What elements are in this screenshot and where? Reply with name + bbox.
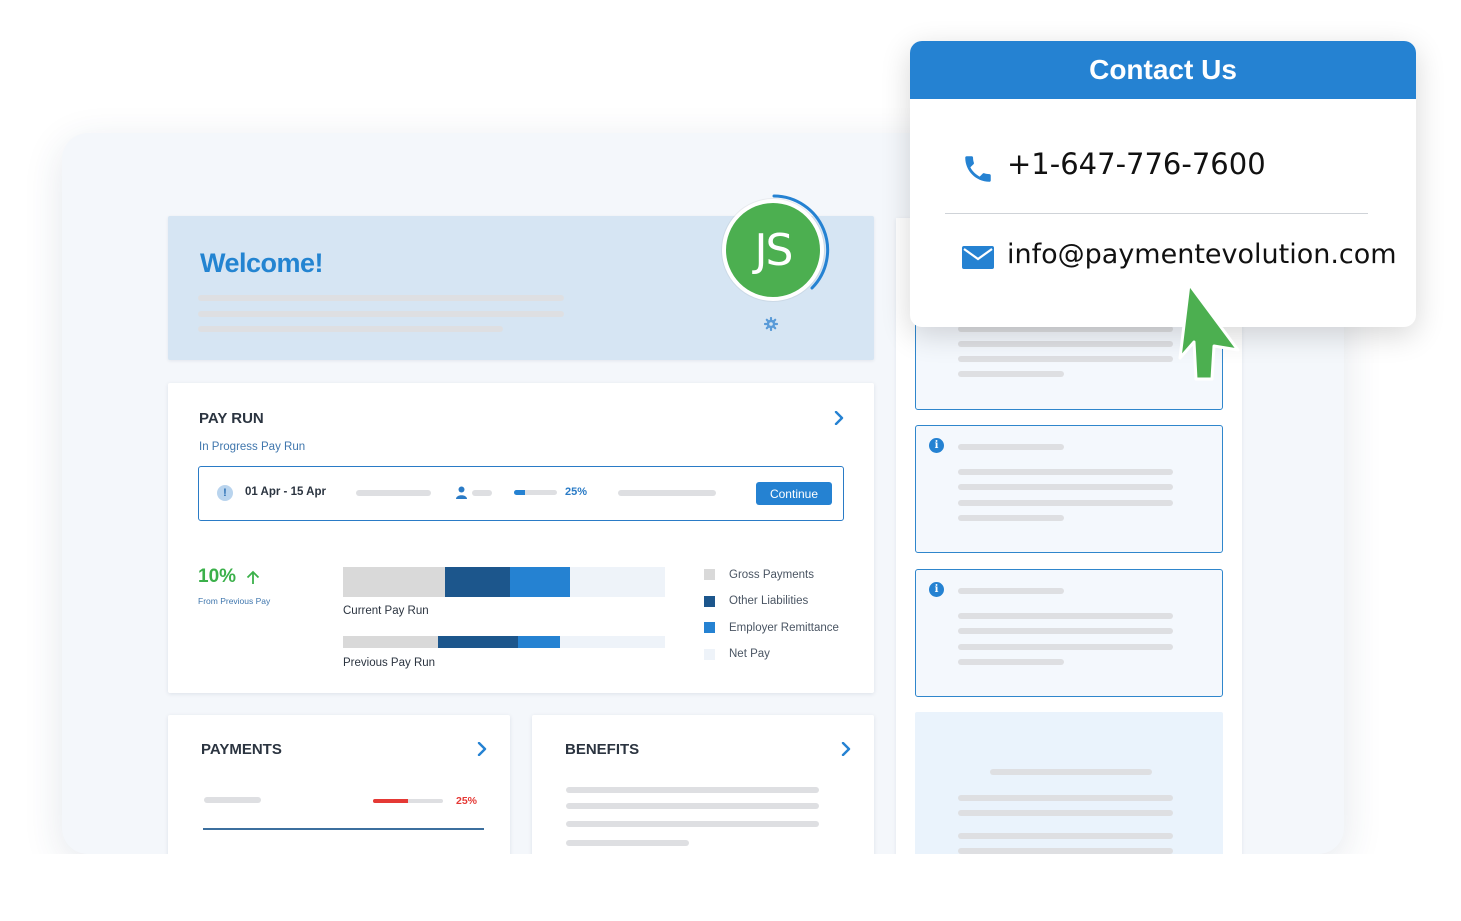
chevron-right-icon[interactable]: [840, 742, 852, 756]
segment-net-pay: [560, 636, 665, 648]
placeholder-line: [198, 311, 564, 317]
legend-label: Employer Remittance: [729, 622, 839, 634]
change-percent-value: 10%: [198, 566, 237, 587]
divider: [203, 828, 484, 830]
placeholder-line: [566, 821, 819, 827]
current-pay-run-label: Current Pay Run: [343, 605, 429, 617]
placeholder-line: [958, 356, 1173, 362]
segment-other-liabilities: [445, 567, 510, 597]
placeholder-line: [958, 848, 1173, 854]
payments-title: PAYMENTS: [201, 741, 282, 758]
arrow-up-icon: [246, 570, 260, 584]
placeholder-line: [958, 515, 1064, 521]
segment-gross-payments: [343, 567, 445, 597]
placeholder-line: [958, 644, 1173, 650]
benefits-card: [532, 715, 874, 875]
placeholder-line: [958, 484, 1173, 490]
segment-other-liabilities: [438, 636, 518, 648]
legend-swatch: [704, 596, 715, 607]
bottom-fade: [0, 854, 1461, 921]
user-icon: [456, 486, 467, 499]
placeholder-line: [566, 840, 689, 846]
info-icon: i: [929, 582, 944, 597]
placeholder-line: [958, 371, 1064, 377]
payments-progress-bar: [373, 799, 443, 803]
pay-run-progress-percent: 25%: [565, 486, 588, 498]
avatar-progress-ring: [772, 194, 830, 290]
mail-icon: [962, 246, 994, 269]
placeholder-line: [958, 326, 1173, 332]
placeholder-line: [958, 613, 1173, 619]
change-caption: From Previous Pay: [198, 596, 271, 606]
phone-icon: [965, 156, 991, 182]
segment-employer-remittance: [518, 636, 560, 648]
placeholder-line: [958, 500, 1173, 506]
previous-pay-run-label: Previous Pay Run: [343, 657, 436, 669]
legend-swatch: [704, 622, 715, 633]
placeholder-line: [204, 797, 261, 803]
payments-card: [168, 715, 510, 875]
placeholder-line: [356, 490, 431, 496]
placeholder-line: [958, 810, 1173, 816]
placeholder-line: [472, 490, 492, 496]
previous-pay-run-bar: [343, 636, 665, 648]
legend-label: Gross Payments: [729, 569, 814, 581]
gear-icon[interactable]: [764, 317, 778, 331]
segment-net-pay: [570, 567, 665, 597]
segment-gross-payments: [343, 636, 438, 648]
contact-email[interactable]: info@paymentevolution.com: [1007, 239, 1397, 270]
avatar[interactable]: JS: [722, 199, 824, 301]
segment-employer-remittance: [510, 567, 570, 597]
legend-label: Other Liabilities: [729, 595, 809, 607]
placeholder-line: [618, 490, 716, 496]
payments-percent: 25%: [456, 795, 478, 807]
placeholder-line: [958, 795, 1173, 801]
divider: [945, 213, 1368, 214]
pay-run-title: PAY RUN: [199, 410, 264, 427]
alert-icon: !: [217, 485, 233, 501]
benefits-title: BENEFITS: [565, 741, 640, 758]
pay-run-progress-fill: [514, 490, 525, 495]
legend-swatch: [704, 569, 715, 580]
change-percent: 10%: [198, 566, 236, 588]
contact-us-popup: Contact Us +1-647-776-7600 info@paymente…: [910, 41, 1416, 327]
current-pay-run-bar: [343, 567, 665, 597]
placeholder-line: [958, 628, 1173, 634]
placeholder-line: [958, 341, 1173, 347]
chevron-right-icon[interactable]: [476, 742, 488, 756]
placeholder-line: [958, 444, 1064, 450]
welcome-title: Welcome!: [200, 248, 324, 278]
placeholder-line: [958, 469, 1173, 475]
mouse-pointer-icon: [1178, 282, 1240, 381]
info-icon: i: [929, 438, 944, 453]
placeholder-line: [990, 769, 1152, 775]
placeholder-line: [958, 588, 1064, 594]
continue-button[interactable]: Continue: [756, 482, 832, 505]
placeholder-line: [566, 787, 819, 793]
pay-run-progress-bar: [514, 490, 557, 495]
contact-phone[interactable]: +1-647-776-7600: [1007, 147, 1266, 181]
placeholder-line: [958, 833, 1173, 839]
legend-swatch: [704, 649, 715, 660]
placeholder-line: [566, 803, 819, 809]
placeholder-line: [198, 295, 564, 301]
placeholder-line: [958, 659, 1064, 665]
contact-us-title: Contact Us: [910, 41, 1416, 99]
pay-period: 01 Apr - 15 Apr: [245, 486, 326, 498]
legend-label: Net Pay: [729, 648, 770, 660]
placeholder-line: [198, 326, 503, 332]
in-progress-link[interactable]: In Progress Pay Run: [199, 441, 306, 453]
payments-progress-fill: [373, 799, 408, 803]
chevron-right-icon[interactable]: [833, 411, 845, 425]
avatar-initials: JS: [754, 224, 794, 276]
